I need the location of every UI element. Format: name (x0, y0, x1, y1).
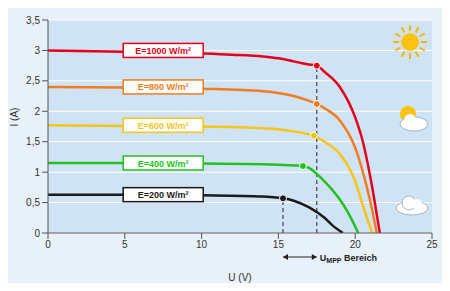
svg-text:1,5: 1,5 (26, 136, 40, 147)
svg-text:3,5: 3,5 (26, 15, 40, 26)
svg-text:I (A): I (A) (9, 108, 20, 127)
svg-text:E=200 W/m²: E=200 W/m² (138, 190, 189, 200)
svg-text:25: 25 (426, 239, 438, 250)
svg-text:0: 0 (34, 228, 40, 239)
svg-text:E=800 W/m²: E=800 W/m² (138, 82, 189, 92)
svg-text:2: 2 (34, 106, 40, 117)
svg-text:E=600 W/m²: E=600 W/m² (138, 121, 189, 131)
svg-text:20: 20 (350, 239, 362, 250)
svg-text:2,5: 2,5 (26, 75, 40, 86)
svg-text:U (V): U (V) (228, 272, 251, 283)
svg-text:5: 5 (122, 239, 128, 250)
svg-text:0,5: 0,5 (26, 197, 40, 208)
svg-text:1: 1 (34, 167, 40, 178)
svg-text:UMPP Bereich: UMPP Bereich (320, 253, 377, 264)
svg-text:E=400 W/m²: E=400 W/m² (138, 159, 189, 169)
svg-text:15: 15 (273, 239, 285, 250)
svg-text:0: 0 (45, 239, 51, 250)
svg-text:3: 3 (34, 45, 40, 56)
svg-text:E=1000 W/m²: E=1000 W/m² (135, 46, 191, 56)
svg-text:10: 10 (196, 239, 208, 250)
